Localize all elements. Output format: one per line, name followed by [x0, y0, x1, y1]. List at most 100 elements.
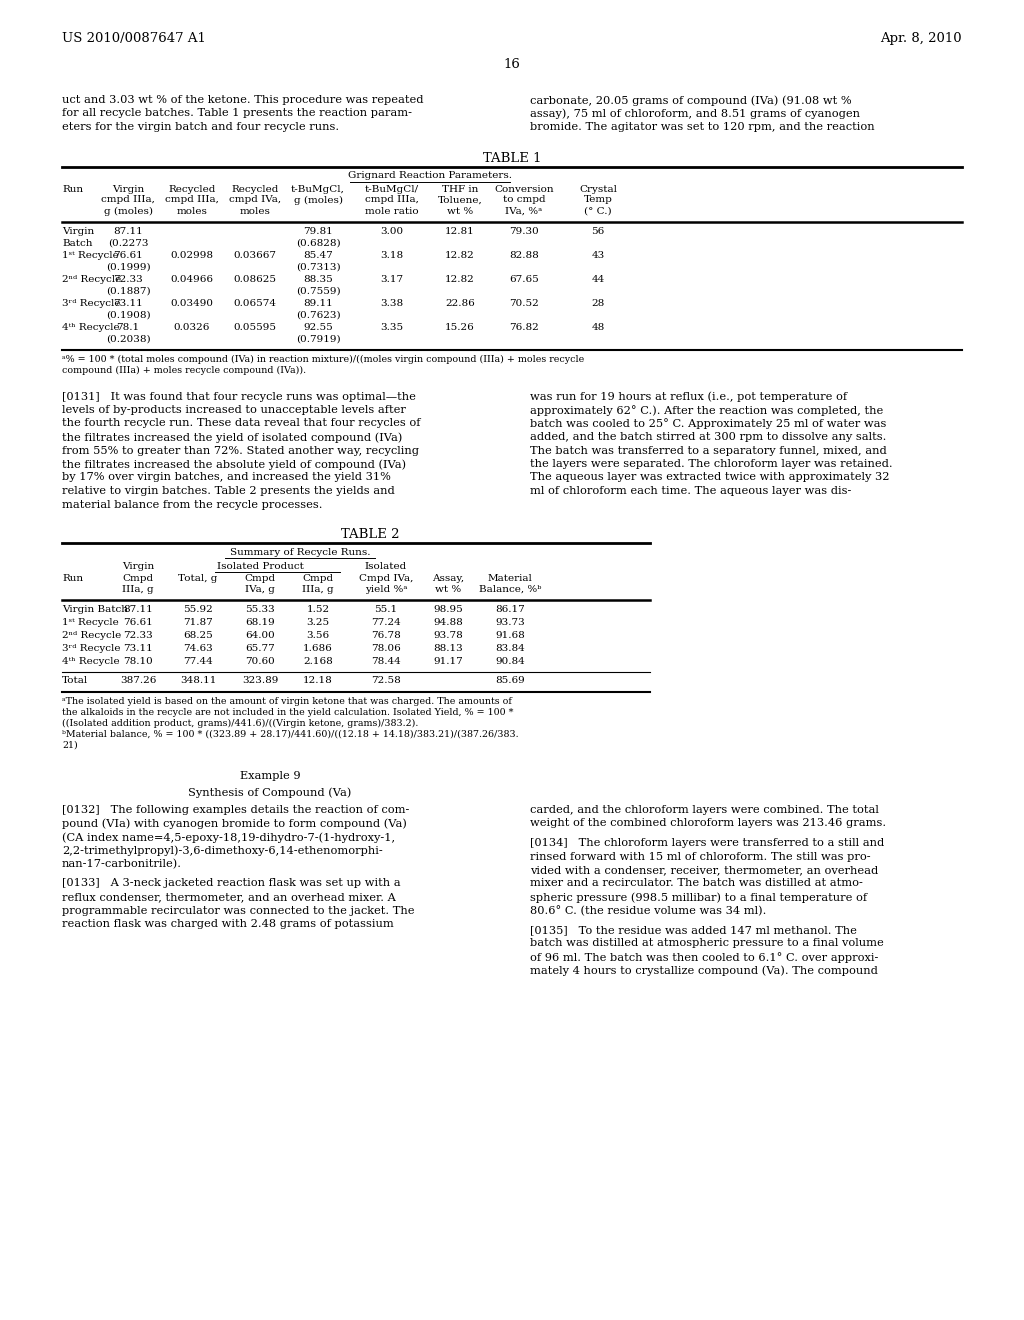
Text: 78.1: 78.1 [117, 322, 139, 331]
Text: moles: moles [176, 206, 208, 215]
Text: (0.1999): (0.1999) [105, 263, 151, 272]
Text: 0.02998: 0.02998 [171, 251, 213, 260]
Text: (0.6828): (0.6828) [296, 239, 340, 248]
Text: 76.61: 76.61 [123, 618, 153, 627]
Text: approximately 62° C.). After the reaction was completed, the: approximately 62° C.). After the reactio… [530, 405, 884, 416]
Text: 3.18: 3.18 [381, 251, 403, 260]
Text: Synthesis of Compound (Va): Synthesis of Compound (Va) [188, 787, 351, 797]
Text: 68.25: 68.25 [183, 631, 213, 640]
Text: 387.26: 387.26 [120, 676, 157, 685]
Text: 12.81: 12.81 [445, 227, 475, 235]
Text: IIIa, g: IIIa, g [302, 585, 334, 594]
Text: 93.78: 93.78 [433, 631, 463, 640]
Text: (0.7919): (0.7919) [296, 334, 340, 343]
Text: 73.11: 73.11 [123, 644, 153, 653]
Text: Cmpd: Cmpd [245, 574, 275, 583]
Text: compound (IIIa) + moles recycle compound (IVa)).: compound (IIIa) + moles recycle compound… [62, 366, 306, 375]
Text: Toluene,: Toluene, [437, 195, 482, 205]
Text: 77.24: 77.24 [371, 618, 400, 627]
Text: 2,2-trimethylpropyl)-3,6-dimethoxy-6,14-ethenomorphi-: 2,2-trimethylpropyl)-3,6-dimethoxy-6,14-… [62, 846, 383, 857]
Text: 72.58: 72.58 [371, 676, 400, 685]
Text: 0.03667: 0.03667 [233, 251, 276, 260]
Text: Cmpd: Cmpd [302, 574, 334, 583]
Text: (CA index name=4,5-epoxy-18,19-dihydro-7-(1-hydroxy-1,: (CA index name=4,5-epoxy-18,19-dihydro-7… [62, 832, 395, 842]
Text: 44: 44 [592, 275, 604, 284]
Text: 55.33: 55.33 [245, 605, 274, 614]
Text: carbonate, 20.05 grams of compound (IVa) (91.08 wt %: carbonate, 20.05 grams of compound (IVa)… [530, 95, 852, 106]
Text: Grignard Reaction Parameters.: Grignard Reaction Parameters. [348, 172, 512, 181]
Text: ml of chloroform each time. The aqueous layer was dis-: ml of chloroform each time. The aqueous … [530, 486, 851, 496]
Text: Total: Total [62, 676, 88, 685]
Text: 85.69: 85.69 [496, 676, 525, 685]
Text: 78.10: 78.10 [123, 657, 153, 667]
Text: 0.05595: 0.05595 [233, 322, 276, 331]
Text: 1.686: 1.686 [303, 644, 333, 653]
Text: mole ratio: mole ratio [366, 206, 419, 215]
Text: 78.06: 78.06 [371, 644, 400, 653]
Text: 12.18: 12.18 [303, 676, 333, 685]
Text: 3.00: 3.00 [381, 227, 403, 235]
Text: Apr. 8, 2010: Apr. 8, 2010 [881, 32, 962, 45]
Text: material balance from the recycle processes.: material balance from the recycle proces… [62, 499, 323, 510]
Text: [0131]   It was found that four recycle runs was optimal—the: [0131] It was found that four recycle ru… [62, 392, 416, 401]
Text: wt %: wt % [446, 206, 473, 215]
Text: 93.73: 93.73 [496, 618, 525, 627]
Text: Cmpd IVa,: Cmpd IVa, [358, 574, 414, 583]
Text: 3ʳᵈ Recycle: 3ʳᵈ Recycle [62, 644, 121, 653]
Text: the alkaloids in the recycle are not included in the yield calculation. Isolated: the alkaloids in the recycle are not inc… [62, 708, 513, 717]
Text: 72.33: 72.33 [113, 275, 143, 284]
Text: 79.30: 79.30 [509, 227, 539, 235]
Text: bromide. The agitator was set to 120 rpm, and the reaction: bromide. The agitator was set to 120 rpm… [530, 121, 874, 132]
Text: (0.1887): (0.1887) [105, 286, 151, 296]
Text: ᵃ% = 100 * (total moles compound (IVa) in reaction mixture)/((moles virgin compo: ᵃ% = 100 * (total moles compound (IVa) i… [62, 355, 585, 363]
Text: 87.11: 87.11 [113, 227, 143, 235]
Text: 65.77: 65.77 [245, 644, 274, 653]
Text: 87.11: 87.11 [123, 605, 153, 614]
Text: 92.55: 92.55 [303, 322, 333, 331]
Text: Run: Run [62, 185, 83, 194]
Text: 28: 28 [592, 298, 604, 308]
Text: 3.35: 3.35 [381, 322, 403, 331]
Text: Assay,: Assay, [432, 574, 464, 583]
Text: reaction flask was charged with 2.48 grams of potassium: reaction flask was charged with 2.48 gra… [62, 919, 394, 929]
Text: Balance, %ᵇ: Balance, %ᵇ [479, 585, 542, 594]
Text: 94.88: 94.88 [433, 618, 463, 627]
Text: ᵇMaterial balance, % = 100 * ((323.89 + 28.17)/441.60)/((12.18 + 14.18)/383.21)/: ᵇMaterial balance, % = 100 * ((323.89 + … [62, 730, 518, 739]
Text: 88.35: 88.35 [303, 275, 333, 284]
Text: 0.03490: 0.03490 [171, 298, 213, 308]
Text: eters for the virgin batch and four recycle runs.: eters for the virgin batch and four recy… [62, 121, 339, 132]
Text: vided with a condenser, receiver, thermometer, an overhead: vided with a condenser, receiver, thermo… [530, 865, 879, 875]
Text: Crystal: Crystal [579, 185, 617, 194]
Text: 76.61: 76.61 [113, 251, 143, 260]
Text: Recycled: Recycled [231, 185, 279, 194]
Text: programmable recirculator was connected to the jacket. The: programmable recirculator was connected … [62, 906, 415, 916]
Text: the layers were separated. The chloroform layer was retained.: the layers were separated. The chlorofor… [530, 459, 893, 469]
Text: 98.95: 98.95 [433, 605, 463, 614]
Text: 74.63: 74.63 [183, 644, 213, 653]
Text: IVa, g: IVa, g [245, 585, 274, 594]
Text: 2ⁿᵈ Recycle: 2ⁿᵈ Recycle [62, 631, 121, 640]
Text: 91.17: 91.17 [433, 657, 463, 667]
Text: 12.82: 12.82 [445, 251, 475, 260]
Text: weight of the combined chloroform layers was 213.46 grams.: weight of the combined chloroform layers… [530, 818, 886, 829]
Text: TABLE 2: TABLE 2 [341, 528, 399, 541]
Text: 88.13: 88.13 [433, 644, 463, 653]
Text: 83.84: 83.84 [496, 644, 525, 653]
Text: The batch was transferred to a separatory funnel, mixed, and: The batch was transferred to a separator… [530, 446, 887, 455]
Text: 22.86: 22.86 [445, 298, 475, 308]
Text: 3.56: 3.56 [306, 631, 330, 640]
Text: 348.11: 348.11 [180, 676, 216, 685]
Text: Virgin: Virgin [62, 227, 94, 235]
Text: 1ˢᵗ Recycle: 1ˢᵗ Recycle [62, 618, 119, 627]
Text: to cmpd: to cmpd [503, 195, 546, 205]
Text: 76.82: 76.82 [509, 322, 539, 331]
Text: 68.19: 68.19 [245, 618, 274, 627]
Text: the filtrates increased the yield of isolated compound (IVa): the filtrates increased the yield of iso… [62, 432, 402, 442]
Text: [0133]   A 3-neck jacketed reaction flask was set up with a: [0133] A 3-neck jacketed reaction flask … [62, 879, 400, 888]
Text: Virgin: Virgin [112, 185, 144, 194]
Text: (0.1908): (0.1908) [105, 310, 151, 319]
Text: 67.65: 67.65 [509, 275, 539, 284]
Text: 71.87: 71.87 [183, 618, 213, 627]
Text: cmpd IVa,: cmpd IVa, [229, 195, 281, 205]
Text: 43: 43 [592, 251, 604, 260]
